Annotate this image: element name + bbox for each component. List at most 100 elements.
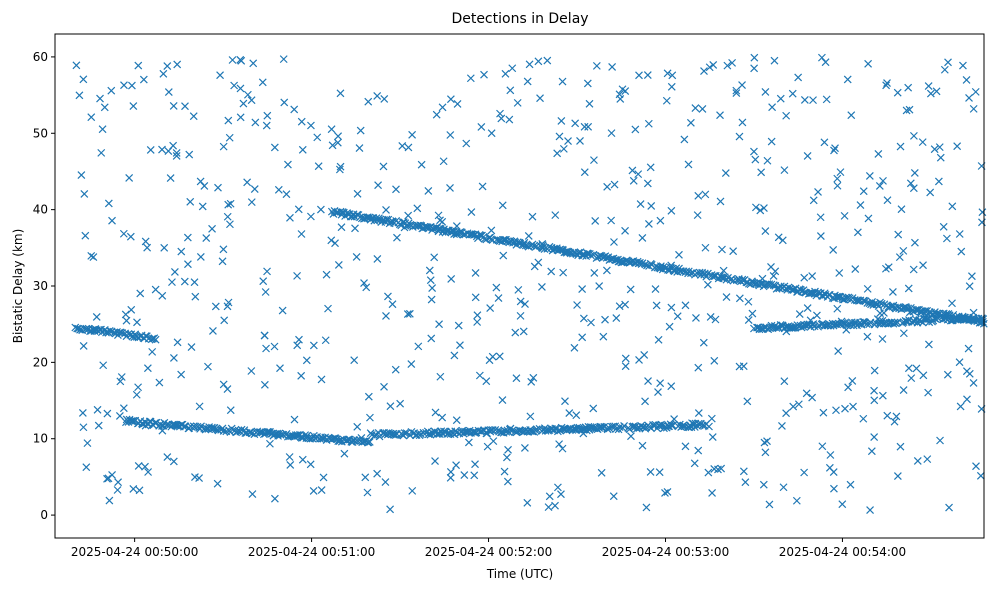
data-point [98,125,107,134]
data-point [162,420,171,429]
data-point [230,81,239,90]
data-point [899,386,908,394]
data-point [260,331,269,340]
y-tick-label: 50 [33,126,48,140]
data-point [261,288,270,296]
data-point [808,393,817,402]
data-point [243,178,252,187]
data-point [263,427,272,436]
data-point [543,56,552,65]
data-point [735,362,744,371]
data-point [396,399,405,408]
data-point [655,468,664,477]
data-point [87,113,96,122]
data-point [189,112,198,121]
data-point [335,165,344,174]
data-point [413,204,422,213]
data-point [180,277,189,286]
data-point [859,187,868,196]
data-point [585,99,594,108]
data-point [880,309,888,317]
data-point [104,199,113,208]
data-point [506,424,515,433]
data-point [108,216,116,225]
data-point [475,371,484,380]
data-point [969,308,978,317]
data-point [79,75,88,84]
data-point [127,81,136,90]
data-point [321,336,330,345]
data-point [897,205,906,214]
data-point [945,503,953,512]
data-point [497,114,506,123]
data-point [436,372,445,381]
data-point [366,413,374,422]
data-point [751,155,760,164]
data-point [693,211,702,220]
data-point [248,490,257,499]
data-point [875,182,884,190]
data-point [82,463,91,472]
data-point [926,89,935,98]
data-point [92,312,101,321]
data-point [211,302,220,311]
data-point [936,436,944,445]
data-point [864,59,873,68]
x-tick-label: 2025-04-24 00:52:00 [425,545,552,559]
data-point [809,96,817,105]
data-point [270,143,279,152]
data-point [89,253,98,262]
data-point [816,232,825,240]
data-point [293,271,302,280]
data-point [667,82,676,91]
data-point [356,126,365,135]
data-point [513,98,522,107]
data-point [209,326,217,335]
data-point [160,243,169,252]
data-point [286,213,294,222]
data-point [224,200,233,209]
data-point [965,282,974,291]
data-point [172,148,181,157]
data-point [880,300,889,309]
data-point [159,69,168,78]
data-point [80,190,89,198]
data-point [758,274,767,283]
data-point [694,409,703,418]
data-point [298,145,307,154]
data-point [701,190,710,199]
data-point [466,74,475,83]
data-point [340,449,349,458]
data-point [534,57,543,66]
data-point [883,196,892,205]
data-point [97,148,106,157]
data-point [904,364,913,373]
data-point [403,310,412,318]
data-point [948,202,957,211]
data-point [675,250,683,259]
x-tick-label: 2025-04-24 00:50:00 [71,545,198,559]
data-point [361,473,370,482]
data-point [867,447,876,456]
data-point [250,185,259,193]
data-point [642,503,651,512]
data-point [667,206,676,215]
data-point [896,142,905,151]
data-point [504,445,512,454]
data-point [918,138,927,147]
data-point [584,122,593,131]
data-point [446,473,455,482]
data-point [202,234,211,242]
data-point [787,285,796,294]
data-point [400,429,409,437]
data-point [295,335,303,344]
data-point [635,71,643,80]
data-point [956,402,965,411]
data-point [621,362,630,371]
data-point [840,211,849,220]
data-point [470,471,479,480]
data-point [404,211,413,220]
data-point [438,103,447,112]
data-point [821,58,830,67]
data-point [384,292,392,301]
